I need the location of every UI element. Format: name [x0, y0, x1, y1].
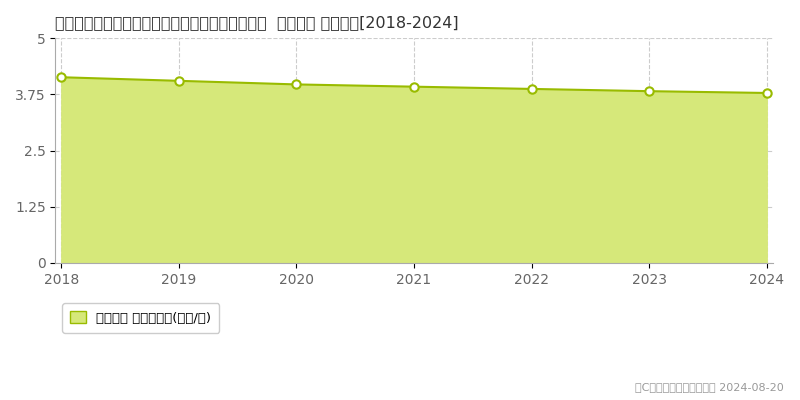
- Legend: 地価公示 平均坪単価(万円/坪): 地価公示 平均坪単価(万円/坪): [62, 303, 219, 332]
- Text: （C）土地価格ドットコム 2024-08-20: （C）土地価格ドットコム 2024-08-20: [635, 382, 784, 392]
- Text: 栃木県河内郡上三川町大字梁字京塚４０７番２外  地価公示 地価推移[2018-2024]: 栃木県河内郡上三川町大字梁字京塚４０７番２外 地価公示 地価推移[2018-20…: [55, 15, 459, 30]
